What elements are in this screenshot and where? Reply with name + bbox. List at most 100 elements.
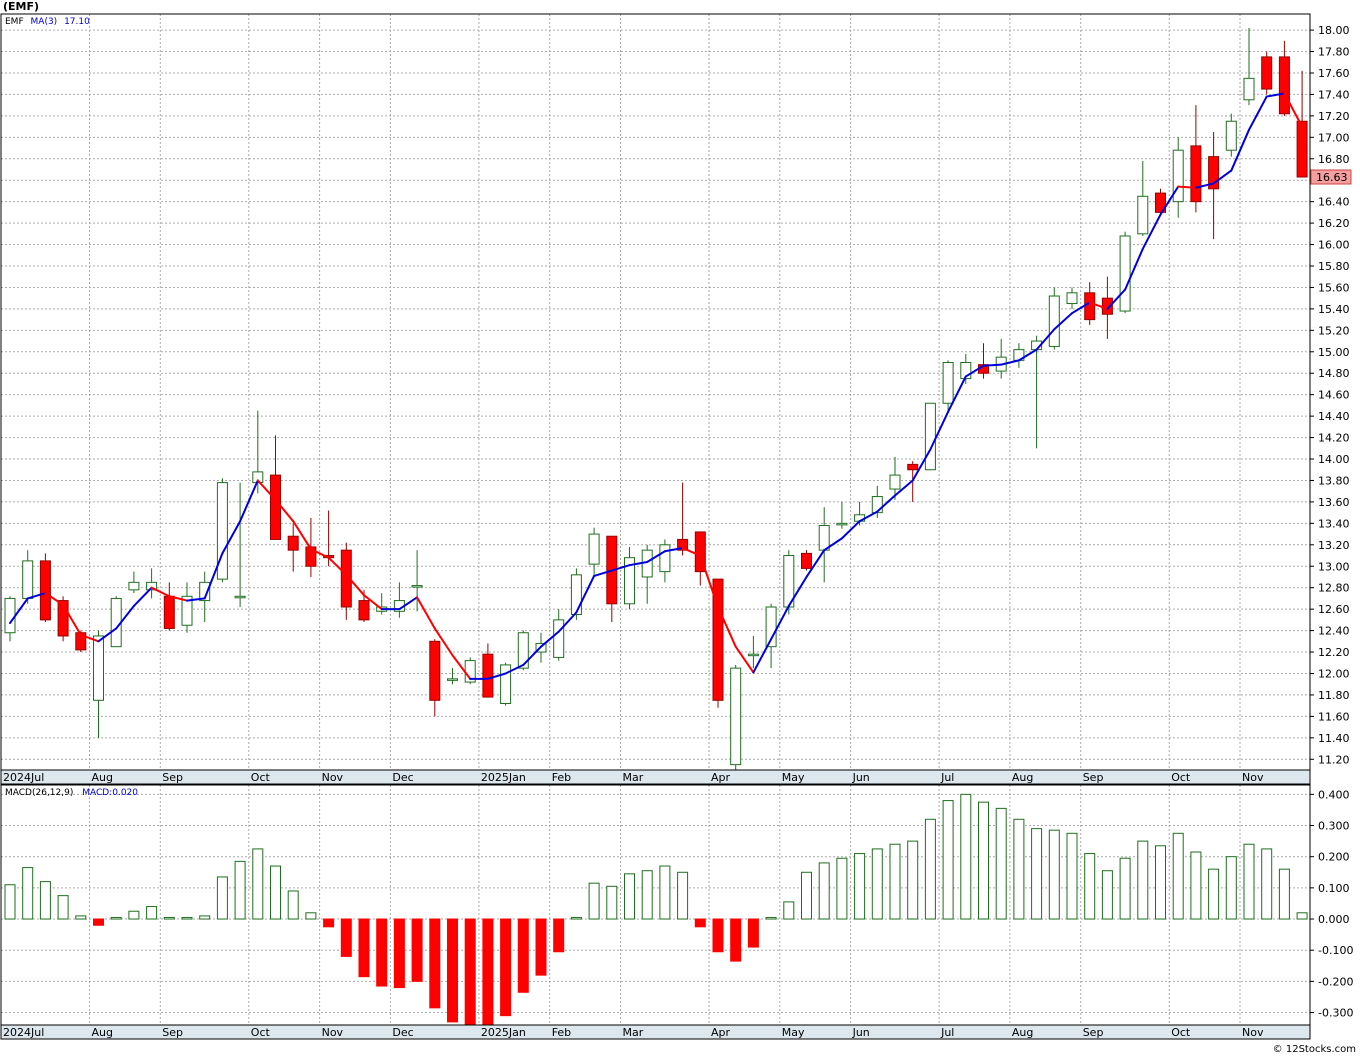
month-label: Aug xyxy=(1012,1026,1033,1039)
macd-bar-positive xyxy=(960,793,972,920)
candle-up xyxy=(411,550,423,612)
candle-body xyxy=(1048,295,1060,347)
price-y-axis: 11.20 11.40 11.60 11.80 12.00 12.20 12.40 12.60… xyxy=(1310,24,1350,766)
ma-segment xyxy=(522,645,542,666)
watermark: © 12Stocks.com xyxy=(1273,1044,1356,1055)
price-tick-label: 15.80 xyxy=(1318,260,1350,273)
month-label: Oct xyxy=(251,771,271,784)
candle-down xyxy=(340,542,352,620)
candle-body xyxy=(801,552,812,569)
candle-body xyxy=(1261,56,1273,90)
ma-segment xyxy=(1248,95,1268,131)
month-label: Sep xyxy=(162,771,183,784)
macd-bar-positive xyxy=(871,848,883,920)
ma-segment xyxy=(62,603,82,636)
macd-bar-positive xyxy=(659,865,671,920)
macd-bar-positive xyxy=(128,910,140,920)
candle-body xyxy=(1137,195,1149,235)
candle-up xyxy=(765,603,777,669)
price-tick-label: 16.20 xyxy=(1318,217,1350,230)
month-label: Sep xyxy=(1083,771,1104,784)
macd-panel-frame xyxy=(0,784,1311,1026)
macd-bar-positive xyxy=(1296,912,1308,920)
ma-segment xyxy=(504,663,525,675)
candle-up xyxy=(960,353,972,384)
candle-body xyxy=(765,606,777,648)
macd-bar-positive xyxy=(677,871,689,920)
candle-up xyxy=(22,550,34,604)
ma-segment xyxy=(1071,301,1091,315)
price-tick-label: 12.60 xyxy=(1318,603,1350,616)
month-label: Feb xyxy=(552,1026,571,1039)
candle-body xyxy=(287,535,299,551)
macd-bar-positive xyxy=(818,862,830,920)
macd-bar-positive xyxy=(1261,848,1273,920)
ma-segment xyxy=(132,586,153,607)
macd-bar-positive xyxy=(287,890,299,920)
price-tick-label: 12.40 xyxy=(1318,625,1350,638)
macd-bar-positive xyxy=(1208,868,1220,920)
price-tick-label: 12.20 xyxy=(1318,646,1350,659)
last-price-label: 16.63 xyxy=(1316,171,1348,184)
candle-up xyxy=(234,482,246,608)
candle-body xyxy=(570,574,582,616)
candle-down xyxy=(39,553,51,623)
macd-bar-positive xyxy=(199,915,211,920)
price-tick-label: 16.00 xyxy=(1318,239,1350,252)
ma-segment xyxy=(1088,301,1109,310)
price-tick-label: 16.80 xyxy=(1318,153,1350,166)
candle-down xyxy=(1278,40,1290,116)
macd-bar-negative xyxy=(500,918,512,1017)
macd-bar-positive xyxy=(641,870,653,920)
macd-bar-negative xyxy=(482,918,494,1026)
macd-bar-negative xyxy=(535,918,547,976)
candle-body xyxy=(659,544,671,573)
macd-bar-positive xyxy=(216,876,228,920)
macd-bar-negative xyxy=(340,918,352,957)
candle-up xyxy=(641,544,653,604)
macd-gridlines xyxy=(0,785,1310,1025)
ma-segment xyxy=(1000,359,1020,366)
candle-up xyxy=(1048,287,1060,350)
ma-segment xyxy=(805,549,826,578)
price-tick-label: 17.40 xyxy=(1318,88,1350,101)
ma-segment xyxy=(770,604,790,641)
ma-segment xyxy=(433,627,454,657)
macd-bar-positive xyxy=(1137,840,1149,920)
macd-bar-positive xyxy=(181,916,193,920)
ma-segment xyxy=(1283,92,1304,128)
candle-down xyxy=(1190,105,1202,213)
month-label: Oct xyxy=(1171,1026,1191,1039)
macd-bar-positive xyxy=(1155,845,1166,920)
ma-segment xyxy=(1017,348,1038,362)
macd-bar-positive xyxy=(22,867,34,920)
ma-segment xyxy=(593,569,613,577)
macd-bar-positive xyxy=(146,906,158,920)
macd-tick-label: -0.100 xyxy=(1318,944,1353,957)
ma-segment xyxy=(363,594,383,611)
candle-body xyxy=(747,653,759,657)
candle-up xyxy=(1137,160,1149,236)
ma-segment xyxy=(557,611,578,633)
month-label: 2025Jan xyxy=(481,1026,526,1039)
candle-body xyxy=(4,597,16,634)
ma-segment xyxy=(398,596,419,611)
macd-legend: MACD(26,12,9) MACD:0.020 xyxy=(5,788,138,798)
ma-segment xyxy=(26,592,47,600)
month-label: Dec xyxy=(392,771,413,784)
candle-up xyxy=(181,582,193,633)
candle-body xyxy=(57,600,69,637)
macd-bar-negative xyxy=(712,918,724,953)
month-label: Apr xyxy=(711,771,731,784)
price-tick-label: 17.80 xyxy=(1318,46,1350,59)
macd-bar-positive xyxy=(1243,843,1255,920)
macd-tick-label: 0.000 xyxy=(1318,913,1350,926)
candle-body xyxy=(889,474,901,490)
candle-up xyxy=(128,571,140,594)
ma-segment xyxy=(292,520,312,551)
candle-down xyxy=(163,582,175,631)
ma-segment xyxy=(947,375,967,413)
candle-body xyxy=(358,600,370,621)
ma-segment xyxy=(309,548,330,559)
price-tick-label: 15.20 xyxy=(1318,324,1350,337)
